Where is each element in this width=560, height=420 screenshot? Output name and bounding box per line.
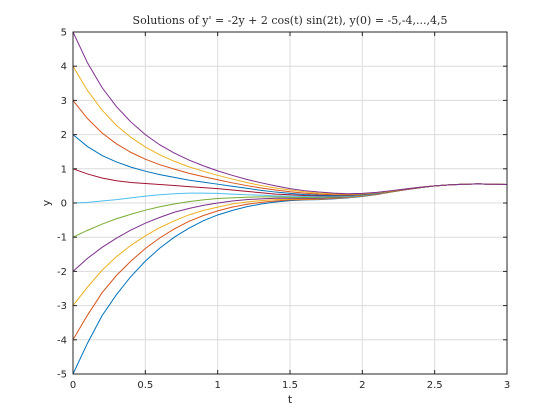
y-tick-label: -4 bbox=[57, 335, 67, 346]
y-tick-labels: -5 -4 -3 -2 -1 0 1 2 3 4 5 bbox=[57, 28, 67, 381]
y-tick-label: -1 bbox=[57, 233, 67, 244]
y-tick-label: 4 bbox=[61, 62, 67, 73]
y-tick-label: 3 bbox=[61, 96, 67, 107]
y-tick-label: -3 bbox=[57, 301, 67, 312]
x-tick-label: 0.5 bbox=[137, 380, 153, 391]
x-tick-label: 2 bbox=[359, 380, 365, 391]
x-tick-label: 3 bbox=[504, 380, 510, 391]
x-axis-label: t bbox=[288, 393, 293, 406]
x-tick-labels: 0 0.5 1 1.5 2 2.5 3 bbox=[70, 380, 510, 391]
x-tick-label: 1.5 bbox=[282, 380, 298, 391]
y-tick-label: 0 bbox=[61, 199, 67, 210]
series-line-y0-5 bbox=[72, 31, 508, 195]
y-axis-label: y bbox=[40, 199, 53, 206]
y-tick-label: 1 bbox=[61, 164, 67, 175]
x-tick-label: 0 bbox=[70, 380, 76, 391]
axis-ticks bbox=[72, 31, 508, 375]
x-tick-label: 1 bbox=[214, 380, 220, 391]
y-tick-label: 5 bbox=[61, 28, 67, 39]
y-tick-label: -2 bbox=[57, 267, 67, 278]
x-tick-label: 2.5 bbox=[427, 380, 443, 391]
y-tick-label: -5 bbox=[57, 370, 67, 381]
y-tick-label: 2 bbox=[61, 130, 67, 141]
chart-title: Solutions of y' = -2y + 2 cos(t) sin(2t)… bbox=[133, 14, 448, 27]
series-lines bbox=[72, 31, 508, 375]
